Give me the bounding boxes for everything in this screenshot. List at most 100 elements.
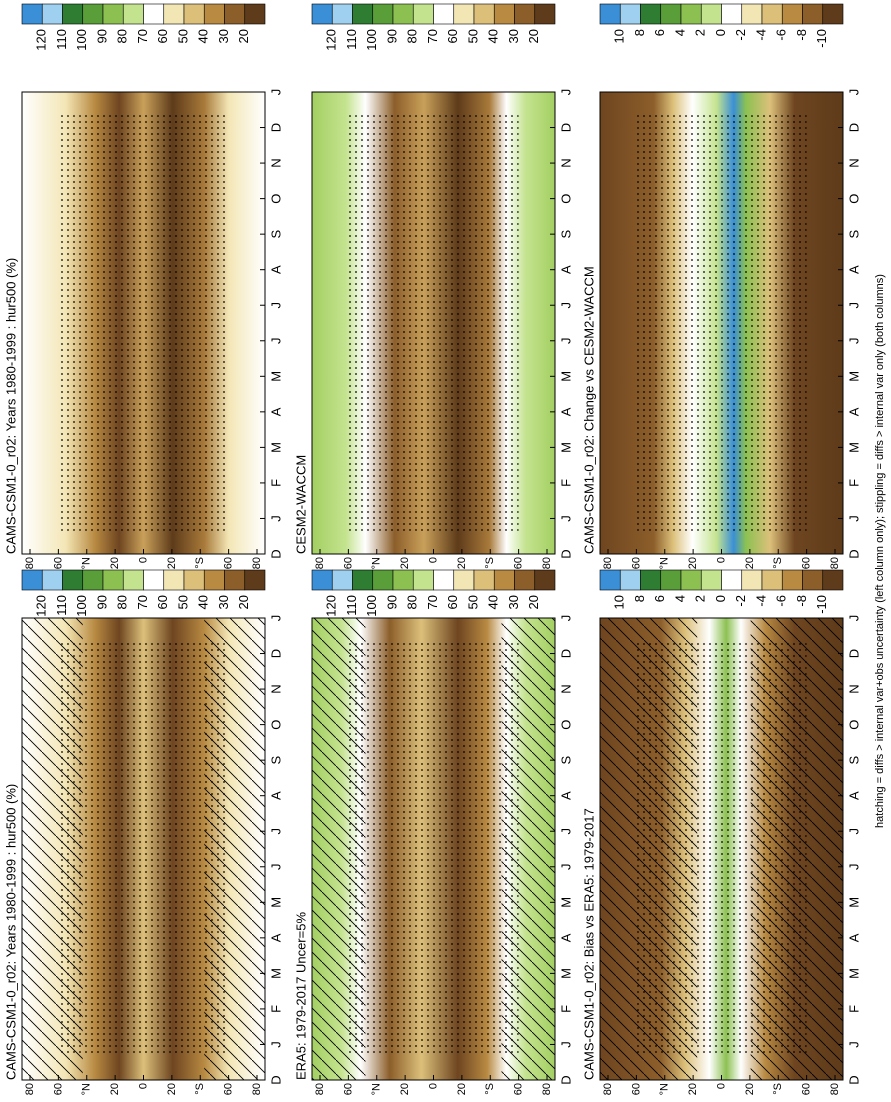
x-tick-label: M [558, 968, 573, 979]
colorbar-label: -10 [814, 595, 829, 614]
y-tick-label: 60 [513, 557, 525, 569]
colorbar-box [352, 569, 374, 591]
colorbar-box [392, 3, 414, 25]
colorbar-box [473, 569, 495, 591]
colorbar-box [122, 569, 144, 591]
y-tick-label: °N [81, 1083, 93, 1095]
colorbar-box [761, 569, 783, 591]
x-tick-label: F [558, 479, 573, 487]
colorbar-label: 20 [236, 29, 251, 43]
y-tick-label: 0 [137, 1083, 149, 1089]
x-tick-label: A [268, 407, 283, 416]
colorbar-box [453, 569, 475, 591]
y-tick-label: 80 [314, 1083, 326, 1095]
x-tick-label: J [558, 338, 573, 345]
colorbar-box [761, 3, 783, 25]
x-tick-label: J [846, 338, 861, 345]
x-tick-label: A [558, 265, 573, 274]
colorbar-box [640, 569, 662, 591]
colorbar-box [352, 3, 374, 25]
colorbar-box [781, 3, 803, 25]
colorbar-label: 60 [155, 29, 170, 43]
x-tick-label: J [846, 864, 861, 871]
colorbar-label: 2 [693, 29, 708, 36]
x-tick-label: J [846, 515, 861, 522]
x-tick-label: J [268, 615, 283, 622]
colorbar-box [781, 569, 803, 591]
y-tick-label: °S [484, 557, 496, 569]
y-tick-label: 20 [744, 557, 756, 569]
x-tick-label: D [558, 549, 573, 558]
x-tick-label: J [558, 615, 573, 622]
colorbar-label: -2 [733, 29, 748, 41]
colorbar-label: 20 [236, 595, 251, 609]
colorbar-box [680, 569, 702, 591]
y-tick-label: 20 [687, 1083, 699, 1095]
x-tick-label: J [268, 302, 283, 309]
colorbar-label: 0 [713, 595, 728, 602]
x-tick-label: J [558, 515, 573, 522]
colorbar-label: 60 [445, 29, 460, 43]
colorbar-box [203, 3, 225, 25]
colorbar-box [473, 3, 495, 25]
x-tick-label: S [846, 755, 861, 764]
hatching [22, 618, 83, 1080]
colorbar-box [493, 569, 515, 591]
colorbar-label: 100 [364, 595, 379, 617]
colorbar-label: 90 [384, 595, 399, 609]
colorbar-label: 40 [196, 29, 211, 43]
x-tick-label: O [846, 194, 861, 204]
colorbar-label: 10 [612, 29, 627, 43]
y-tick-label: 60 [342, 557, 354, 569]
y-tick-label: 20 [166, 557, 178, 569]
colorbar-box [660, 3, 682, 25]
hatching [750, 618, 843, 1080]
colorbar-label: -8 [794, 29, 809, 41]
y-tick-label: °S [772, 557, 784, 569]
colorbar-label: 110 [344, 29, 359, 50]
colorbar-box [660, 569, 682, 591]
y-tick-label: 0 [715, 557, 727, 563]
colorbar-label: 50 [465, 29, 480, 43]
colorbar-box [433, 569, 455, 591]
colorbar-box [311, 3, 333, 25]
x-tick-label: D [846, 123, 861, 132]
colorbar-label: 6 [652, 29, 667, 36]
colorbar-box [62, 3, 84, 25]
x-tick-label: D [846, 1075, 861, 1084]
x-tick-label: A [268, 933, 283, 942]
y-tick-label: 0 [427, 1083, 439, 1089]
colorbar-label: 120 [34, 595, 49, 617]
colorbar-label: 80 [405, 595, 420, 609]
colorbar-label: 4 [672, 29, 687, 36]
x-tick-label: N [268, 158, 283, 167]
y-tick-label: 20 [166, 1083, 178, 1095]
colorbar-box [183, 3, 205, 25]
y-tick-label: 60 [801, 1083, 813, 1095]
colorbar-label: 120 [324, 595, 339, 617]
x-tick-label: O [558, 194, 573, 204]
hatching [501, 618, 556, 1080]
colorbar-label: 40 [196, 595, 211, 609]
panel-title: CAMS-CSM1-0_r02: Change vs CESM2-WACCM [581, 266, 596, 554]
x-tick-label: J [846, 89, 861, 96]
x-tick-label: O [268, 720, 283, 730]
x-tick-label: M [558, 371, 573, 382]
y-tick-label: °S [484, 1083, 496, 1095]
x-tick-label: M [846, 968, 861, 979]
x-tick-label: M [558, 442, 573, 453]
x-tick-label: J [846, 615, 861, 622]
colorbar-box [41, 569, 63, 591]
colorbar-label: -2 [733, 595, 748, 607]
x-tick-label: J [558, 864, 573, 871]
colorbar-label: -6 [774, 595, 789, 607]
x-tick-label: S [268, 755, 283, 764]
colorbar-label: 80 [115, 595, 130, 609]
colorbar-box [41, 3, 63, 25]
footnote: hatching = diffs > internal var+obs unce… [874, 274, 886, 828]
y-tick-label: °S [194, 557, 206, 569]
colorbar-label: 100 [364, 29, 379, 51]
colorbar-label: 8 [632, 29, 647, 36]
